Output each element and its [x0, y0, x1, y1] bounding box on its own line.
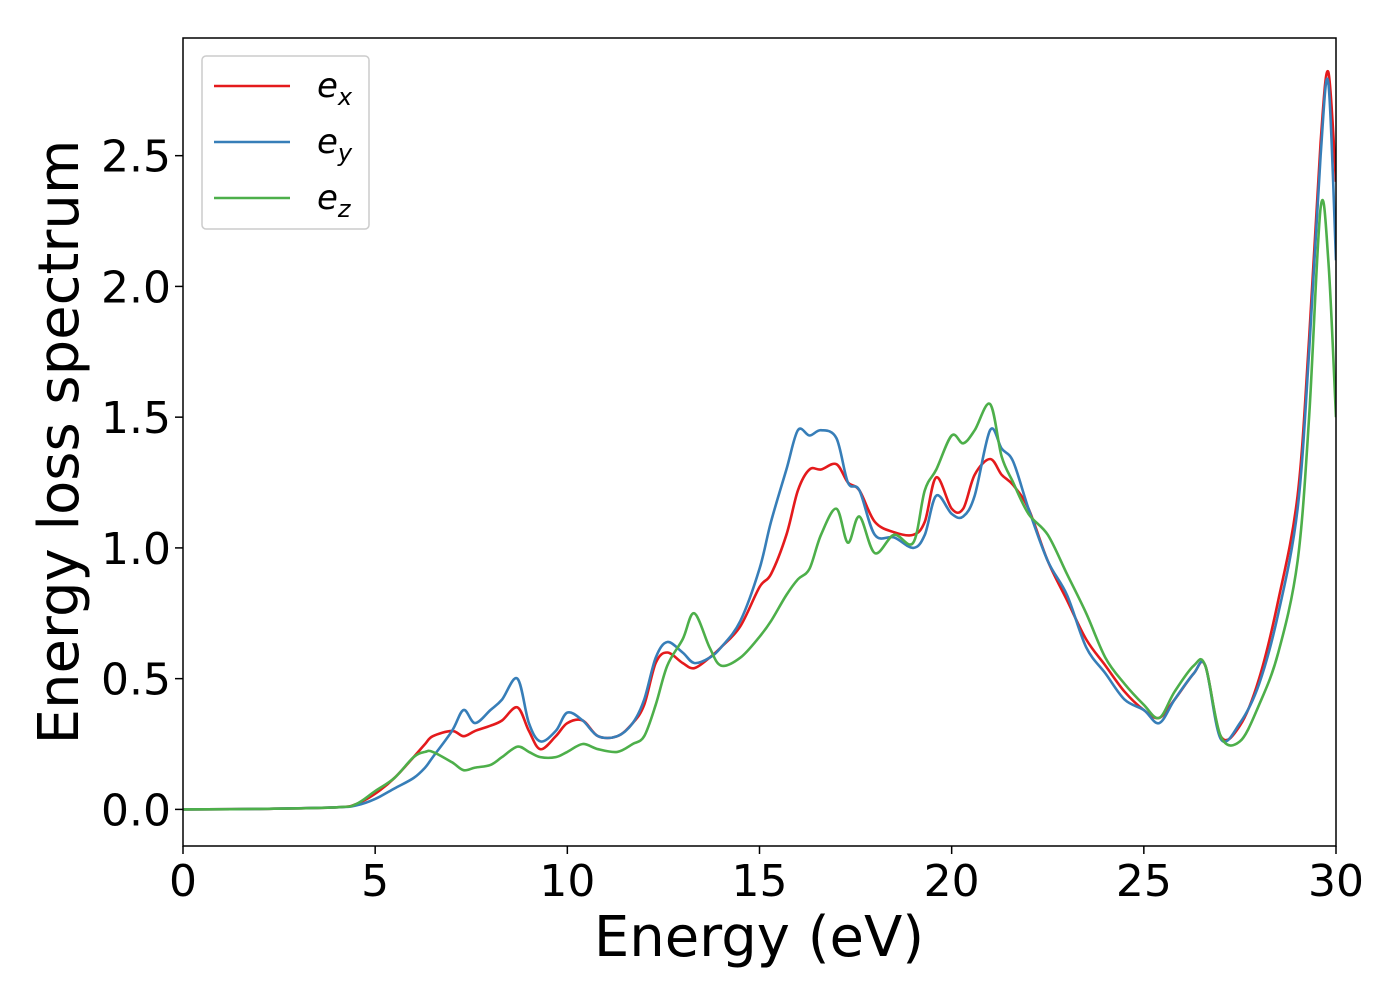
x-tick-label: 25 [1116, 856, 1172, 907]
y-tick-label: 0.0 [101, 785, 171, 836]
y-tick-label: 1.5 [101, 393, 171, 444]
series-layer [183, 69, 1336, 811]
y-axis-title: Energy loss spectrum [27, 140, 92, 745]
y-tick-label: 0.5 [101, 655, 171, 706]
y-tick-label: 2.0 [101, 262, 171, 313]
x-tick-label: 10 [539, 856, 595, 907]
y-axis-ticks: 0.0 0.5 1.0 1.5 2.0 2.5 [101, 132, 183, 836]
x-axis-title: Energy (eV) [594, 905, 924, 970]
x-tick-label: 20 [924, 856, 980, 907]
x-axis-ticks: 0 5 10 15 20 25 30 [169, 846, 1364, 907]
x-tick-label: 5 [361, 856, 389, 907]
series-line-y [183, 77, 1336, 811]
x-tick-label: 15 [732, 856, 788, 907]
series-line-z [183, 198, 1336, 811]
y-tick-label: 2.5 [101, 132, 171, 183]
y-tick-label: 1.0 [101, 524, 171, 575]
x-tick-label: 0 [169, 856, 197, 907]
x-tick-label: 30 [1308, 856, 1364, 907]
